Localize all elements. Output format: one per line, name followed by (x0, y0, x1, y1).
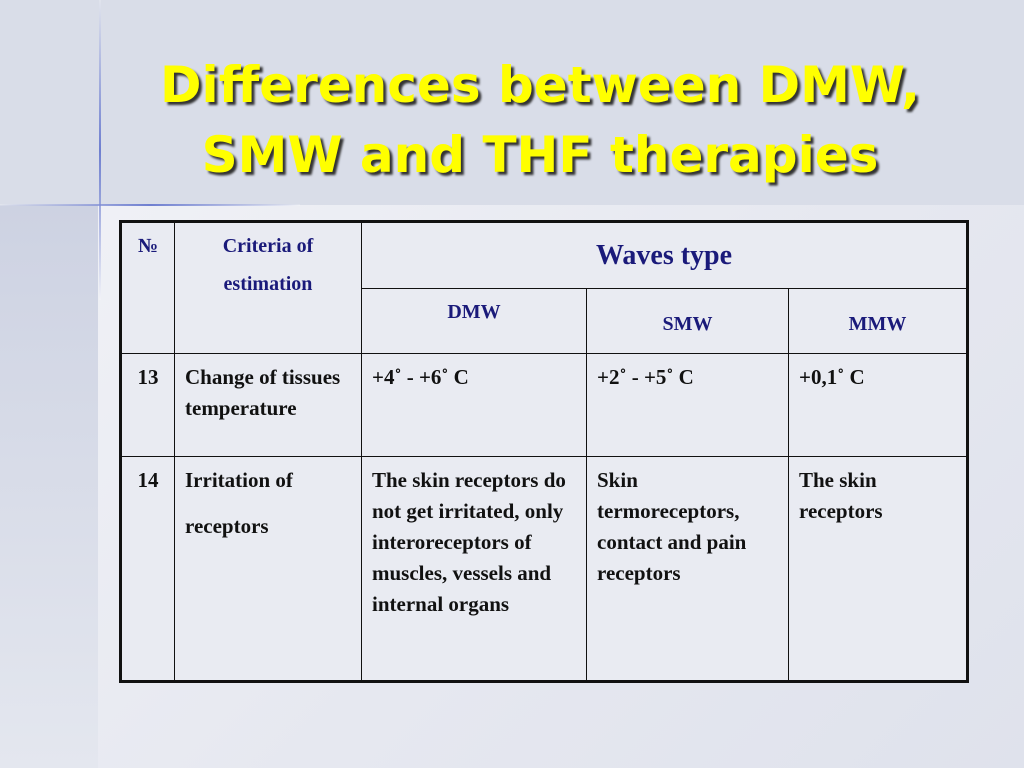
header-cell: SMW (586, 288, 789, 354)
title-band (0, 0, 1024, 205)
cell: +0,1˚ C (788, 353, 968, 457)
side-strip (0, 205, 98, 768)
deco-line (99, 0, 101, 300)
title: Differences between DMW, SMW and THF the… (100, 50, 980, 190)
cell: +2˚ - +5˚ C (586, 353, 789, 457)
header-cell: DMW (361, 288, 587, 354)
cell: 14 (120, 456, 175, 682)
cell: Skin termoreceptors, contact and pain re… (586, 456, 789, 682)
cell: Irritation of receptors (174, 456, 362, 682)
cell: The skin receptors (788, 456, 968, 682)
header-cell: Waves type (361, 221, 968, 289)
header-cell: Criteria of estimation (174, 221, 362, 354)
header-cell: № (120, 221, 175, 354)
cell: The skin receptors do not get irritated,… (361, 456, 587, 682)
cell: +4˚ - +6˚ C (361, 353, 587, 457)
cell: 13 (120, 353, 175, 457)
title-line: Differences between DMW, (160, 56, 920, 114)
header-cell: MMW (788, 288, 968, 354)
cell: Change of tissues temperature (174, 353, 362, 457)
title-line: SMW and THF therapies (201, 126, 879, 184)
deco-line (0, 204, 300, 206)
table: № Criteria of estimation Waves type DMW … (119, 220, 969, 683)
